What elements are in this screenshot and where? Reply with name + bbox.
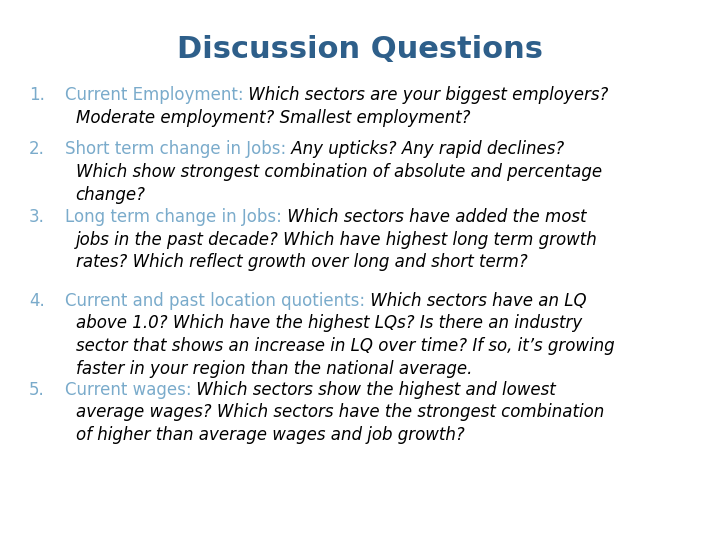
Text: change?: change? <box>76 186 145 204</box>
Text: Which sectors are your biggest employers?: Which sectors are your biggest employers… <box>243 86 609 104</box>
Text: Discussion Questions: Discussion Questions <box>177 35 543 64</box>
Text: Which sectors have an LQ: Which sectors have an LQ <box>365 292 587 309</box>
Text: jobs in the past decade? Which have highest long term growth: jobs in the past decade? Which have high… <box>76 231 598 248</box>
Text: Long term change in Jobs:: Long term change in Jobs: <box>65 208 282 226</box>
Text: Current Employment:: Current Employment: <box>65 86 243 104</box>
Text: faster in your region than the national average.: faster in your region than the national … <box>76 360 472 377</box>
Text: above 1.0? Which have the highest LQs? Is there an industry: above 1.0? Which have the highest LQs? I… <box>76 314 582 332</box>
Text: Current and past location quotients:: Current and past location quotients: <box>65 292 365 309</box>
Text: Current wages:: Current wages: <box>65 381 192 399</box>
Text: 1.: 1. <box>29 86 45 104</box>
Text: 4.: 4. <box>29 292 45 309</box>
Text: Moderate employment? Smallest employment?: Moderate employment? Smallest employment… <box>76 109 470 127</box>
Text: 3.: 3. <box>29 208 45 226</box>
Text: Which show strongest combination of absolute and percentage: Which show strongest combination of abso… <box>76 163 602 181</box>
Text: 5.: 5. <box>29 381 45 399</box>
Text: Which sectors show the highest and lowest: Which sectors show the highest and lowes… <box>192 381 556 399</box>
Text: 2.: 2. <box>29 140 45 158</box>
Text: average wages? Which sectors have the strongest combination: average wages? Which sectors have the st… <box>76 403 604 421</box>
Text: Which sectors have added the most: Which sectors have added the most <box>282 208 586 226</box>
Text: of higher than average wages and job growth?: of higher than average wages and job gro… <box>76 426 464 444</box>
Text: sector that shows an increase in LQ over time? If so, it’s growing: sector that shows an increase in LQ over… <box>76 337 614 355</box>
Text: Short term change in Jobs:: Short term change in Jobs: <box>65 140 286 158</box>
Text: rates? Which reflect growth over long and short term?: rates? Which reflect growth over long an… <box>76 253 527 271</box>
Text: Any upticks? Any rapid declines?: Any upticks? Any rapid declines? <box>286 140 564 158</box>
